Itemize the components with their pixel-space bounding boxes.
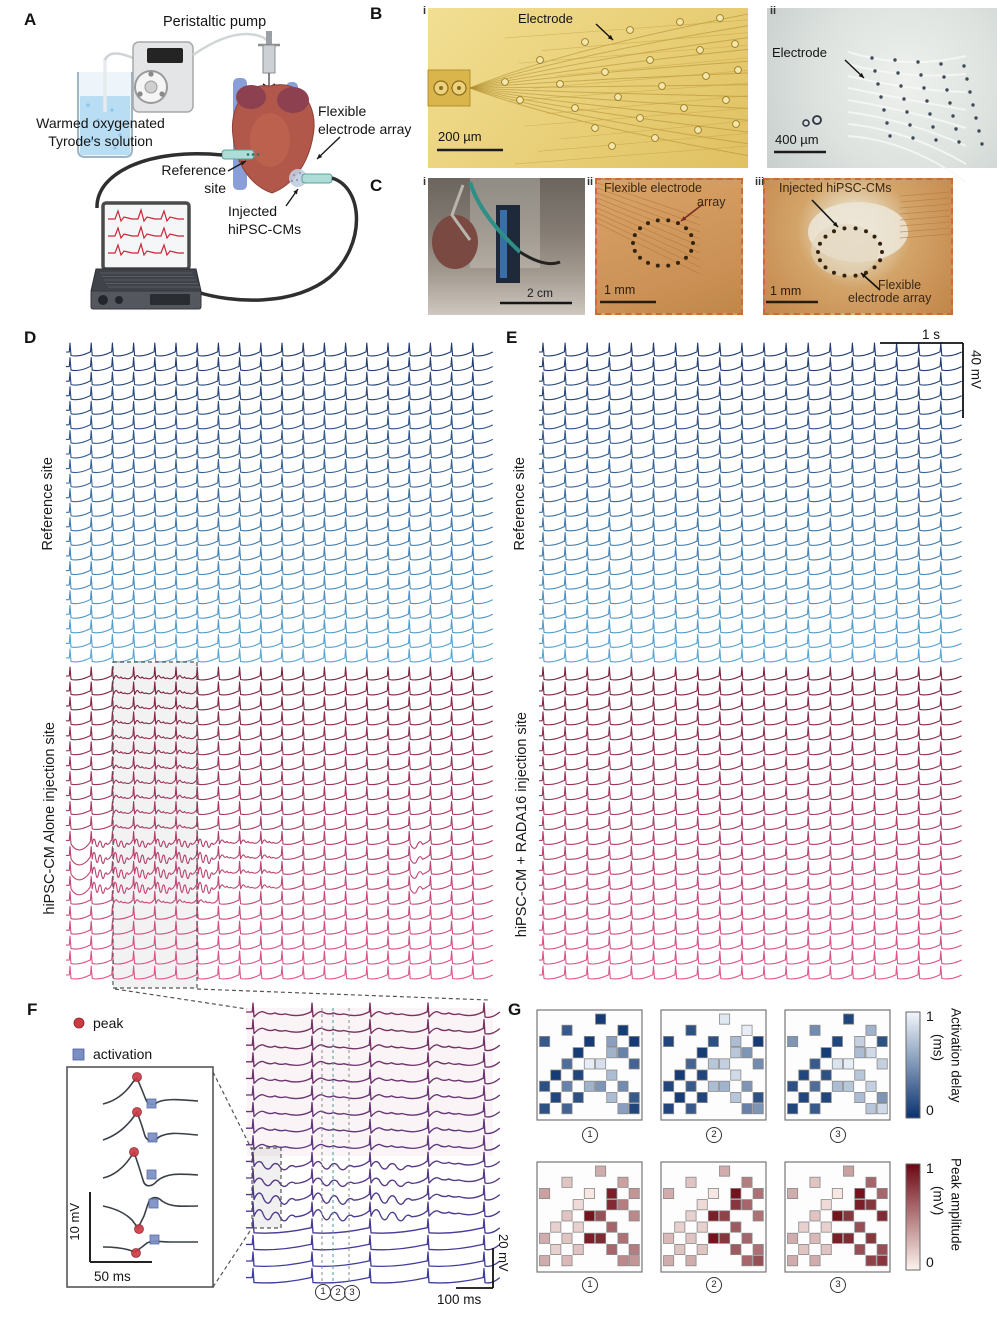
delay-cbar-lo: 0	[926, 1102, 934, 1118]
g-delay-marker-1: 1	[582, 1127, 598, 1143]
heatmap-amplitude-3	[784, 1161, 891, 1273]
e-injection-traces	[539, 666, 962, 980]
panel-e-label: E	[506, 328, 518, 347]
zoom-annotations	[112, 661, 490, 1288]
g-amp-marker-1: 1	[582, 1277, 598, 1293]
legend-activation-label: activation	[93, 1046, 153, 1062]
flex-array-label-ciii-2: electrode array	[848, 291, 932, 305]
flex-array-label-cii-2: array	[697, 195, 726, 209]
f-zoom-traces	[246, 1002, 501, 1284]
amp-cbar-title: Peak amplitude	[948, 1158, 964, 1252]
panel-c-label: C	[370, 176, 383, 195]
g-amp-marker-2: 2	[706, 1277, 722, 1293]
timescale-1s-label: 1 s	[922, 327, 941, 342]
e-reference-traces	[539, 342, 962, 663]
amp-cbar-unit: (mV)	[930, 1186, 946, 1216]
flexible-array-label-1: Flexible	[318, 103, 367, 119]
reference-site-label-1: Reference	[161, 162, 226, 178]
amp-cbar-hi: 1	[926, 1160, 934, 1176]
g-delay-marker-3: 3	[830, 1127, 846, 1143]
main-timescale-label: 100 ms	[437, 1292, 482, 1307]
injected-label-2: hiPSC-CMs	[228, 221, 302, 237]
panel-b-label: B	[370, 4, 383, 23]
panel-b-ii-label: ii	[770, 5, 777, 17]
legend-peak-label: peak	[93, 1015, 124, 1031]
photo-experiment-rig	[428, 178, 585, 315]
scale-bars	[456, 342, 964, 1289]
electrode-label-bi: Electrode	[518, 11, 573, 26]
e-reference-site-label: Reference site	[512, 457, 528, 551]
scalebar-2cm-label: 2 cm	[527, 286, 554, 300]
panel-c-ii-label: ii	[587, 176, 594, 188]
panel-d-label: D	[24, 328, 37, 347]
heatmap-amplitude-1	[536, 1161, 643, 1273]
heatmap-delay-3	[784, 1009, 891, 1121]
pump-label: Peristaltic pump	[163, 14, 267, 30]
g-delay-marker-2: 2	[706, 1127, 722, 1143]
d-injection-traces	[66, 666, 494, 980]
electrode-label-bii: Electrode	[772, 45, 827, 60]
scalebar-1mm-cii-label: 1 mm	[604, 283, 636, 297]
scalebar-200um-label: 200 µm	[438, 129, 482, 144]
heatmap-delay-1	[536, 1009, 643, 1121]
panel-c-i-label: i	[423, 176, 427, 188]
f-marker-1: 1	[315, 1284, 331, 1300]
inset-voltscale-label: 10 mV	[67, 1203, 82, 1241]
flexible-array-label-2: electrode array	[318, 121, 412, 137]
panel-b-i-label: i	[423, 5, 427, 17]
delay-cbar-unit: (ms)	[930, 1034, 946, 1061]
panel-g-label: G	[508, 1000, 522, 1019]
heatmap-delay-2	[660, 1009, 767, 1121]
heatmap-amplitude-2	[660, 1161, 767, 1273]
e-injection-site-label: hiPSC-CM + RADA16 injection site	[514, 712, 530, 938]
reference-site-label-2: site	[204, 180, 226, 196]
main-voltscale-label: 20 mV	[495, 1234, 511, 1272]
colorbars	[905, 1011, 921, 1271]
voltscale-40mv-label: 40 mV	[968, 350, 984, 390]
g-amp-marker-3: 3	[830, 1277, 846, 1293]
flex-array-label-ciii-1: Flexible	[878, 278, 922, 292]
panel-c-iii-label: iii	[755, 176, 765, 188]
d-injection-site-label: hiPSC-CM Alone injection site	[42, 722, 58, 915]
inset-timescale-label: 50 ms	[94, 1269, 131, 1284]
f-marker-3: 3	[344, 1285, 360, 1301]
amp-cbar-lo: 0	[926, 1254, 934, 1270]
solution-label-2: Tyrode's solution	[48, 133, 153, 149]
panel-a-label: A	[24, 10, 37, 29]
d-reference-site-label: Reference site	[40, 457, 56, 551]
solution-label-1: Warmed oxygenated	[36, 115, 165, 131]
setup-arrows	[227, 136, 341, 207]
scalebar-400um-label: 400 µm	[775, 132, 819, 147]
injected-label-1: Injected	[228, 203, 278, 219]
delay-cbar-title: Activation delay	[948, 1008, 964, 1103]
panel-f-label: F	[27, 1000, 38, 1019]
scalebar-1mm-ciii-label: 1 mm	[770, 284, 802, 298]
delay-cbar-hi: 1	[926, 1008, 934, 1024]
injected-cells-label: Injected hiPSC-CMs	[779, 181, 892, 195]
flex-array-label-cii-1: Flexible electrode	[604, 181, 702, 195]
d-reference-traces	[66, 342, 494, 663]
